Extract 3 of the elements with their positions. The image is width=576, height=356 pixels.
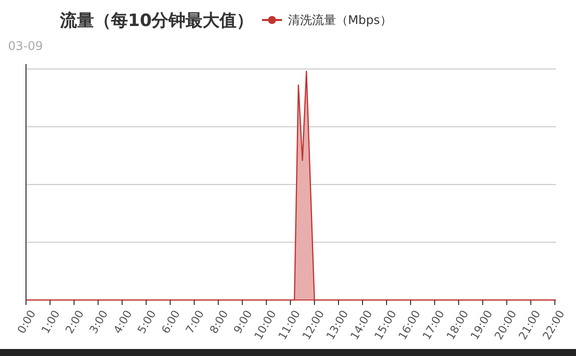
chart-title: 流量（每10分钟最大值） [59,11,254,31]
chart-subtitle: 03-09 [8,39,43,53]
legend-label: 清洗流量（Mbps） [288,13,392,27]
